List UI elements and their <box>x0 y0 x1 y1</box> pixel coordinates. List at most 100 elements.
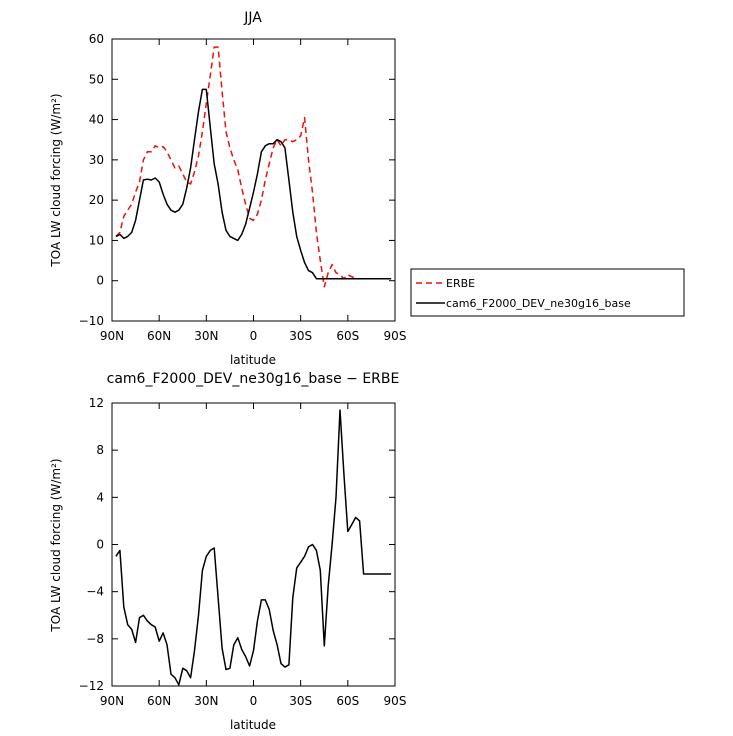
bottom-series-0-point <box>229 667 231 669</box>
bottom-series-0-point <box>386 573 388 575</box>
bottom-xtick-label: 90S <box>384 694 407 708</box>
top-series-1-point <box>138 199 140 201</box>
top-series-0-point <box>268 163 270 165</box>
top-series-0-point <box>134 191 136 193</box>
top-series-0-point <box>166 151 168 153</box>
bottom-series-0-point <box>339 409 341 411</box>
bottom-series-0-point <box>288 664 290 666</box>
bottom-series-0-point <box>284 666 286 668</box>
top-series-0-point <box>131 203 133 205</box>
bottom-series-0-point <box>233 644 235 646</box>
top-series-1-point <box>260 151 262 153</box>
top-chart-series-layer <box>115 46 392 288</box>
top-series-1-point <box>307 269 309 271</box>
bottom-series-line-0 <box>115 409 392 686</box>
top-series-0-point <box>158 147 160 149</box>
top-series-1-point <box>193 139 195 141</box>
top-series-0-point <box>327 272 329 274</box>
top-series-0-point <box>288 139 290 141</box>
top-series-1-point <box>241 233 243 235</box>
bottom-series-0-point <box>174 677 176 679</box>
top-series-1-point <box>288 179 290 181</box>
top-chart-title: JJA <box>243 10 262 26</box>
bottom-ytick-label: 12 <box>89 396 104 410</box>
top-series-line-erbe <box>115 46 392 288</box>
top-xtick-label: 30N <box>194 329 218 343</box>
bottom-series-0-point <box>370 573 372 575</box>
top-xtick-label: 90S <box>384 329 407 343</box>
top-series-0-point <box>213 46 215 48</box>
top-series-1-point <box>343 278 345 280</box>
bottom-series-0-point <box>355 516 357 518</box>
bottom-series-0-point <box>280 662 282 664</box>
legend-label-cam6: cam6_F2000_DEV_ne30g16_base <box>446 297 631 310</box>
bottom-xtick-label: 30N <box>194 694 218 708</box>
top-series-0-point <box>296 139 298 141</box>
top-series-0-point <box>339 274 341 276</box>
top-series-0-point <box>127 209 129 211</box>
bottom-chart-frame <box>111 402 396 687</box>
top-series-0-point <box>221 90 223 92</box>
legend-label-erbe: ERBE <box>446 277 475 290</box>
bottom-ytick-label: 8 <box>96 443 104 457</box>
bottom-series-0-point <box>343 473 345 475</box>
top-ytick-label: 0 <box>96 274 104 288</box>
top-series-0-point <box>280 145 282 147</box>
top-series-1-point <box>115 235 117 237</box>
bottom-xtick-label: 60S <box>336 694 359 708</box>
top-series-0-point <box>319 259 321 261</box>
top-ytick-label: 40 <box>89 113 104 127</box>
top-series-0-point <box>315 231 317 233</box>
top-series-1-point <box>189 167 191 169</box>
top-series-1-point <box>296 235 298 237</box>
bottom-xtick-label: 90N <box>100 694 124 708</box>
bottom-series-0-point <box>119 549 121 551</box>
top-series-1-point <box>319 278 321 280</box>
top-series-0-point <box>225 131 227 133</box>
top-series-1-point <box>355 278 357 280</box>
top-series-1-point <box>292 211 294 213</box>
bottom-series-0-point <box>303 555 305 557</box>
top-chart-ylabel: TOA LW cloud forcing (W/m²) <box>49 93 63 267</box>
top-ytick-label: −10 <box>79 314 104 328</box>
top-series-0-point <box>146 151 148 153</box>
bottom-series-0-point <box>264 599 266 601</box>
top-series-1-point <box>362 278 364 280</box>
top-series-0-point <box>178 165 180 167</box>
top-chart-frame <box>111 38 396 322</box>
top-series-0-point <box>300 135 302 137</box>
bottom-series-0-point <box>241 648 243 650</box>
top-series-1-point <box>264 145 266 147</box>
top-series-1-point <box>150 179 152 181</box>
top-series-1-point <box>134 219 136 221</box>
bottom-series-0-point <box>193 649 195 651</box>
top-series-1-point <box>233 237 235 239</box>
top-series-1-point <box>335 278 337 280</box>
top-series-0-point <box>303 116 305 118</box>
bottom-series-0-point <box>315 549 317 551</box>
bottom-chart-ylabel: TOA LW cloud forcing (W/m²) <box>49 458 63 632</box>
bottom-series-0-point <box>197 614 199 616</box>
top-series-1-point <box>182 203 184 205</box>
bottom-series-0-point <box>252 649 254 651</box>
top-series-1-point <box>386 278 388 280</box>
top-chart-ticks: 90N 60N 30N 0 30S 60S 90S −10 0 10 20 30 40 50 60 <box>79 32 407 343</box>
bottom-series-0-point <box>131 628 133 630</box>
bottom-ytick-label: −4 <box>86 585 104 599</box>
top-series-0-point <box>335 272 337 274</box>
bottom-series-0-point <box>225 668 227 670</box>
top-chart-xlabel: latitude <box>230 353 276 367</box>
top-chart-panel: JJA latitude TOA LW cloud forcing (W/m²)… <box>49 10 685 367</box>
top-series-1-point <box>131 231 133 233</box>
top-series-0-point <box>331 263 333 265</box>
top-series-0-point <box>138 181 140 183</box>
top-series-0-point <box>264 179 266 181</box>
top-series-1-point <box>276 139 278 141</box>
bottom-series-0-point <box>351 523 353 525</box>
top-series-0-point <box>292 141 294 143</box>
bottom-series-0-point <box>335 496 337 498</box>
bottom-series-0-point <box>237 637 239 639</box>
top-series-1-point <box>300 249 302 251</box>
top-series-1-point <box>244 223 246 225</box>
